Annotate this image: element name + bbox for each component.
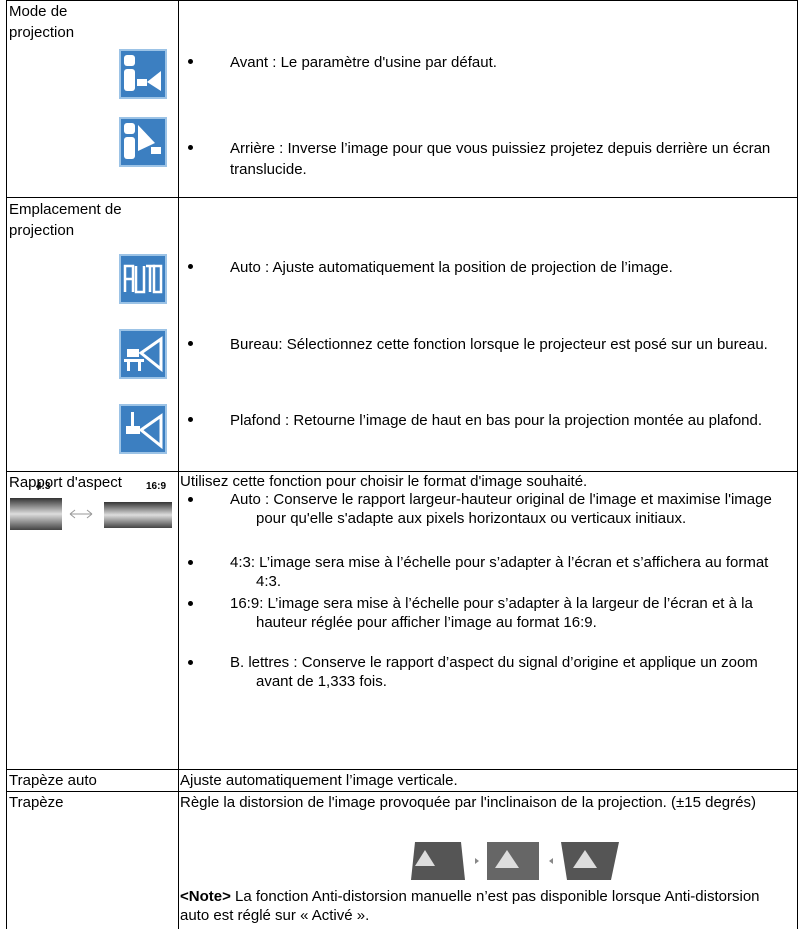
border xyxy=(797,0,798,929)
row-label: Emplacement de projection xyxy=(9,201,122,239)
intro: Utilisez cette fonction pour choisir le … xyxy=(180,473,588,490)
cell-text: Ajuste automatiquement l’image verticale… xyxy=(180,772,458,789)
rear-icon xyxy=(119,117,167,167)
aspect-images xyxy=(10,498,172,530)
cell-text: Règle la distorsion de l'image provoquée… xyxy=(180,794,756,811)
keystone-images xyxy=(411,842,619,880)
border xyxy=(178,0,179,929)
image-label: 16:9 xyxy=(146,481,167,492)
list-item: Bureau: Sélectionnez cette fonction lors… xyxy=(188,334,796,355)
front-icon xyxy=(119,49,167,99)
note-label: <Note> xyxy=(180,888,231,905)
image-label: 4:3 xyxy=(36,481,51,492)
border xyxy=(6,471,798,472)
list-item: Arrière : Inverse l’image pour que vous … xyxy=(188,138,796,180)
border xyxy=(6,197,798,198)
note: <Note> La fonction Anti-distorsion manue… xyxy=(180,887,770,925)
auto-icon xyxy=(119,254,167,304)
row-label: Trapèze auto xyxy=(9,772,97,789)
ceiling-icon xyxy=(119,404,167,454)
border xyxy=(6,0,7,929)
list-item: Plafond : Retourne l’image de haut en ba… xyxy=(188,410,796,431)
row-label: Trapèze xyxy=(9,794,64,811)
list-item: Avant : Le paramètre d'usine par défaut. xyxy=(188,52,796,73)
list-item: B. lettres : Conserve le rapport d’aspec… xyxy=(188,653,796,691)
list-item: 16:9: L’image sera mise à l’échelle pour… xyxy=(188,594,796,632)
border xyxy=(6,0,798,1)
list-item: Auto : Ajuste automatiquement la positio… xyxy=(188,257,796,278)
note-text: La fonction Anti-distorsion manuelle n’e… xyxy=(180,888,760,924)
row-label: Rapport d'aspect xyxy=(9,474,122,491)
border xyxy=(6,769,798,770)
row-label: Mode de projection xyxy=(9,3,75,41)
border xyxy=(6,791,798,792)
list-item: 4:3: L’image sera mise à l’échelle pour … xyxy=(188,553,796,591)
desk-icon xyxy=(119,329,167,379)
list-item: Auto : Conserve le rapport largeur-haute… xyxy=(188,490,796,528)
